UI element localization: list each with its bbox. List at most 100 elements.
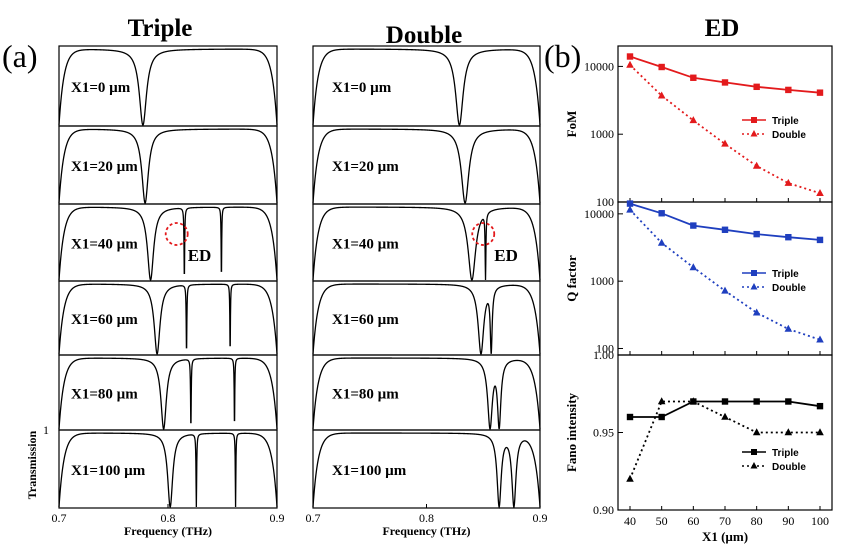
x-tick-label: 70 xyxy=(719,514,731,528)
data-point-square xyxy=(816,236,824,244)
data-point-square xyxy=(816,89,824,96)
legend-label: Triple xyxy=(772,116,799,127)
ed-circle-marker xyxy=(164,222,189,246)
data-point-triangle xyxy=(721,286,729,294)
case-label: X1=100 µm xyxy=(71,463,146,479)
case-label: X1=40 µm xyxy=(71,237,138,253)
data-point-square xyxy=(690,222,697,229)
x-axis-label: X1 (µm) xyxy=(702,529,748,544)
case-label: X1=80 µm xyxy=(71,387,138,403)
data-point-square xyxy=(785,86,792,94)
metric-frame xyxy=(617,45,833,203)
spectrum-line xyxy=(312,432,541,510)
case-label: X1=100 µm xyxy=(332,463,407,479)
case-label: X1=40 µm xyxy=(332,237,399,253)
spectrum-line xyxy=(58,48,278,126)
metric-frame xyxy=(617,354,833,511)
x-tick-label: 40 xyxy=(624,514,636,528)
data-point-triangle xyxy=(626,205,634,213)
data-point-square xyxy=(785,398,792,405)
data-point-square xyxy=(753,83,760,91)
data-point-triangle xyxy=(689,116,698,124)
data-point-triangle xyxy=(784,428,793,436)
y-tick-label: 0.95 xyxy=(593,426,614,440)
x-tick-label: 0.8 xyxy=(419,511,434,525)
x-axis-label: Frequency (THz) xyxy=(124,524,212,538)
data-point-triangle xyxy=(689,397,698,405)
legend-marker-square xyxy=(751,270,757,276)
data-point-square xyxy=(658,63,665,71)
case-label: X1=0 µm xyxy=(332,80,392,96)
data-point-triangle xyxy=(816,188,824,196)
ed-circle-marker xyxy=(471,222,496,246)
legend-label: Double xyxy=(772,462,806,473)
y-tick-label: 1.00 xyxy=(593,348,614,362)
panel-a-label: (a) xyxy=(2,38,38,74)
data-point-triangle xyxy=(752,428,761,436)
spectrum-line xyxy=(58,432,278,509)
data-point-triangle xyxy=(721,139,729,147)
legend-label: Double xyxy=(772,130,806,141)
data-point-triangle xyxy=(721,412,729,420)
ed-metrics-panel: 100 1000 10000 FoM Triple Double 100 1000 10000 Q… xyxy=(564,45,833,544)
data-point-square xyxy=(658,210,665,217)
case-label: X1=60 µm xyxy=(332,312,399,328)
data-point-square xyxy=(785,233,792,241)
y-tick-label: 100 xyxy=(596,341,614,355)
x-tick-label: 80 xyxy=(751,514,763,528)
data-point-triangle xyxy=(689,263,698,271)
triple-spectra-panel: X1=0 µm X1=20 µm X1=40 µm ED X1=60 µm X1=80 µ… xyxy=(52,45,285,538)
data-point-triangle xyxy=(657,238,666,246)
x-axis-label: Frequency (THz) xyxy=(382,524,470,538)
data-point-square xyxy=(658,413,665,421)
x-tick-label: 50 xyxy=(656,514,668,528)
data-point-square xyxy=(721,398,729,405)
data-point-square xyxy=(816,402,824,410)
y-tick-label: 10000 xyxy=(584,207,614,221)
y-tick-label: 10000 xyxy=(584,59,614,73)
transmission-axis-label: Transmission xyxy=(25,430,39,499)
triple-title: Triple xyxy=(128,15,193,42)
legend-marker-triangle xyxy=(750,130,758,137)
data-point-triangle xyxy=(626,60,634,68)
data-point-triangle xyxy=(816,428,824,436)
data-point-square xyxy=(721,226,729,233)
panel-b-label: (b) xyxy=(544,38,581,74)
case-label: X1=80 µm xyxy=(332,387,399,403)
y-axis-label: FoM xyxy=(564,111,579,138)
y-tick-label: 0.90 xyxy=(593,503,614,517)
x-tick-label: 0.8 xyxy=(161,511,176,525)
spectrum-line xyxy=(58,283,278,356)
x-tick-label: 0.7 xyxy=(52,511,67,525)
data-point-square xyxy=(753,230,760,238)
x-tick-label: 0.7 xyxy=(306,511,321,525)
case-label: X1=0 µm xyxy=(71,80,131,96)
case-label: X1=20 µm xyxy=(332,159,399,175)
spectrum-line xyxy=(312,283,541,356)
ed-marker-label: ED xyxy=(188,246,212,265)
spectrum-line xyxy=(312,206,541,281)
legend-marker-triangle xyxy=(750,462,758,469)
transmission-tick-1: 1 xyxy=(43,423,49,437)
double-spectra-panel: X1=0 µm X1=20 µm X1=40 µm ED X1=60 µm X1=80 µ… xyxy=(306,45,548,538)
data-point-triangle xyxy=(752,161,761,169)
legend-label: Triple xyxy=(772,448,799,459)
data-point-triangle xyxy=(784,178,793,186)
spectrum-line xyxy=(58,206,278,282)
legend-marker-square xyxy=(751,117,757,123)
spectrum-line xyxy=(312,128,541,204)
double-title: Double xyxy=(386,22,462,49)
data-point-triangle xyxy=(657,91,666,99)
y-tick-label: 1000 xyxy=(590,274,614,288)
x-tick-label: 0.9 xyxy=(270,511,285,525)
data-point-square xyxy=(626,200,634,207)
case-label: X1=60 µm xyxy=(71,312,138,328)
y-tick-label: 1000 xyxy=(590,127,614,141)
x-tick-label: 60 xyxy=(687,514,699,528)
ed-marker-label: ED xyxy=(494,246,518,265)
y-axis-label: Q factor xyxy=(564,255,579,302)
data-point-square xyxy=(690,74,697,81)
spectrum-line xyxy=(312,48,541,126)
legend-marker-square xyxy=(751,449,757,455)
spectrum-line xyxy=(58,128,278,204)
